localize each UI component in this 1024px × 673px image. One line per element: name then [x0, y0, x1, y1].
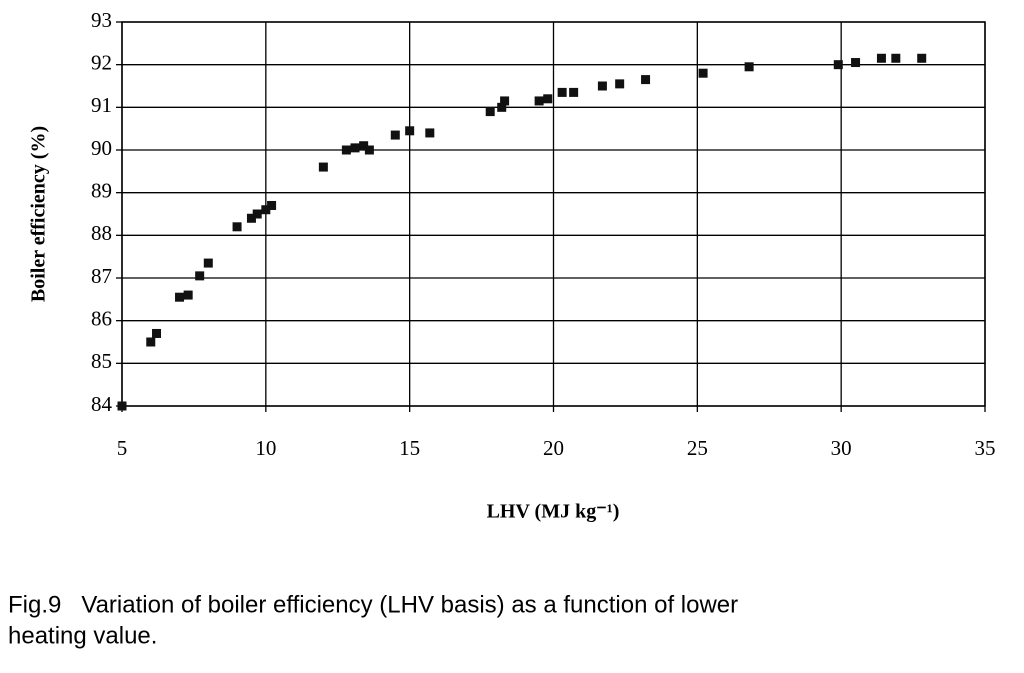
data-point: [744, 62, 754, 72]
data-point: [117, 401, 127, 411]
x-tick-label: 20: [543, 436, 564, 460]
data-point: [597, 81, 607, 91]
y-axis-label: Boiler efficiency (%): [28, 126, 50, 302]
data-point: [341, 145, 351, 155]
data-point: [152, 328, 162, 338]
x-axis-label: LHV (MJ kg⁻¹): [487, 501, 620, 523]
y-tick-label: 87: [91, 264, 112, 288]
data-point: [195, 271, 205, 281]
data-point: [485, 107, 495, 117]
data-point: [350, 143, 360, 153]
data-point: [203, 258, 213, 268]
data-point: [364, 145, 374, 155]
data-point: [425, 128, 435, 138]
y-tick-label: 88: [91, 221, 112, 245]
x-tick-label: 15: [399, 436, 420, 460]
data-point: [359, 141, 369, 151]
data-point: [500, 96, 510, 106]
data-point: [252, 209, 262, 219]
data-point: [543, 94, 553, 104]
data-point: [405, 126, 415, 136]
data-point: [175, 292, 185, 302]
x-tick-label: 5: [117, 436, 128, 460]
x-tick-label: 30: [831, 436, 852, 460]
y-tick-label: 91: [91, 93, 112, 117]
data-point: [261, 205, 271, 215]
y-tick-label: 85: [91, 349, 112, 373]
data-point: [267, 200, 277, 210]
y-tick-label: 89: [91, 178, 112, 202]
data-point: [569, 87, 579, 97]
data-point: [557, 87, 567, 97]
data-point: [615, 79, 625, 89]
data-point: [876, 53, 886, 63]
y-tick-label: 93: [91, 8, 112, 32]
data-point: [534, 96, 544, 106]
y-tick-label: 84: [91, 392, 113, 416]
data-point: [698, 68, 708, 78]
data-point: [851, 58, 861, 68]
y-tick-label: 86: [91, 306, 112, 330]
data-point: [246, 213, 256, 223]
x-tick-label: 35: [975, 436, 996, 460]
y-tick-label: 90: [91, 136, 112, 160]
data-point: [390, 130, 400, 140]
data-point: [183, 290, 193, 300]
plot-frame: [121, 21, 986, 407]
y-tick-label: 92: [91, 50, 112, 74]
data-point: [891, 53, 901, 63]
data-point: [232, 222, 242, 232]
x-tick-label: 25: [687, 436, 708, 460]
data-point: [917, 53, 927, 63]
x-tick-label: 10: [255, 436, 276, 460]
data-point: [833, 60, 843, 70]
data-point: [318, 162, 328, 172]
data-point: [641, 75, 651, 85]
data-point: [146, 337, 156, 347]
caption-line: Fig.9 Variation of boiler efficiency (LH…: [8, 591, 738, 618]
data-point: [497, 102, 507, 112]
caption-line: heating value.: [8, 622, 157, 649]
